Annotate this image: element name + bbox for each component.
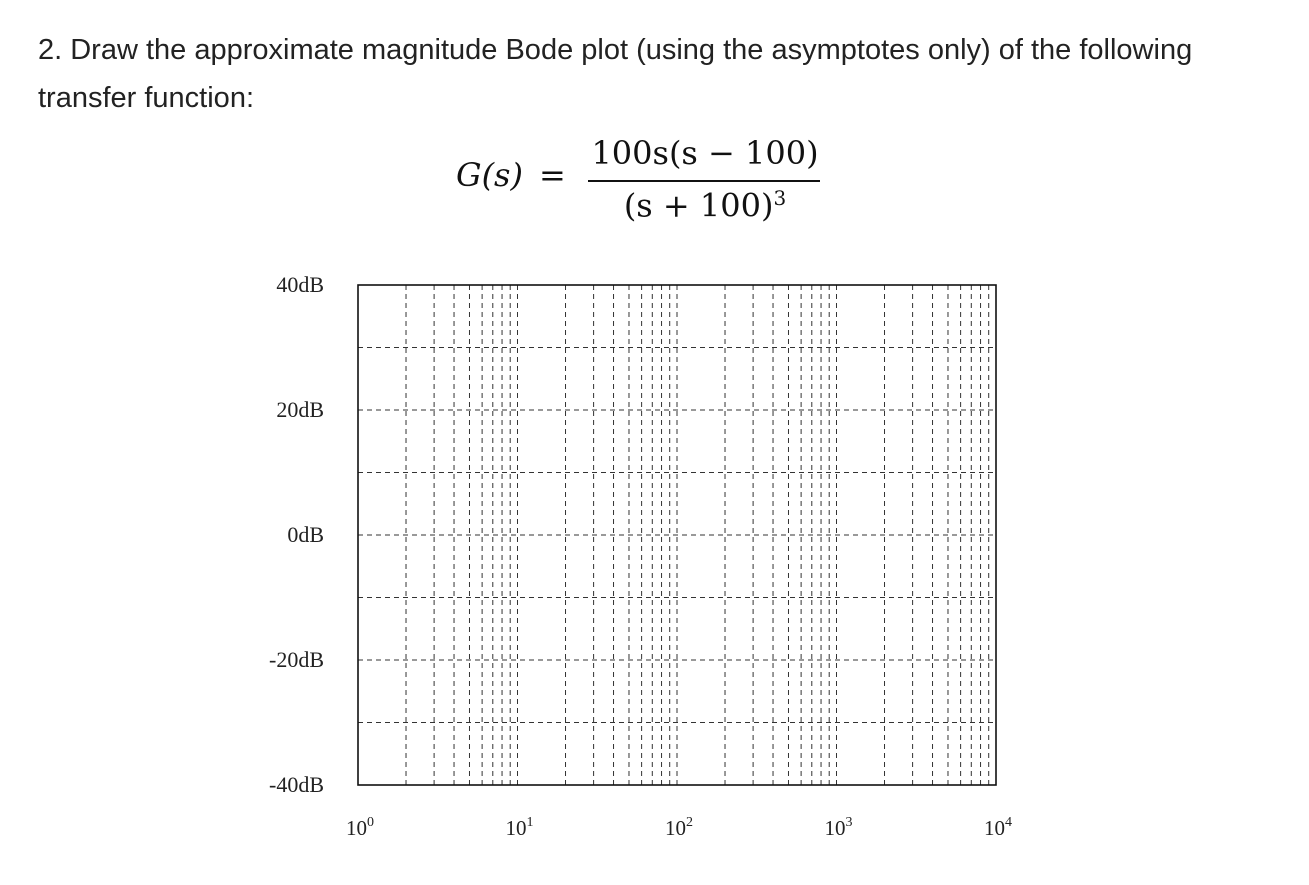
x-axis-labels: 100 101 102 103 104	[346, 815, 1012, 840]
x-tick-label: 100	[346, 815, 374, 840]
formula-lhs: G(s) =	[456, 156, 566, 194]
x-tick-label: 103	[825, 815, 853, 840]
y-tick-label: -20dB	[269, 647, 324, 672]
grid-lines	[358, 285, 996, 785]
question-text: 2. Draw the approximate magnitude Bode p…	[38, 34, 1193, 114]
y-tick-label: -40dB	[269, 772, 324, 797]
y-tick-label: 40dB	[276, 272, 324, 297]
x-tick-label: 102	[665, 815, 693, 840]
x-tick-label: 101	[506, 815, 534, 840]
fraction-bar	[588, 180, 820, 182]
formula-numerator: 100s(s − 100)	[591, 134, 819, 172]
formula-denominator-exponent: 3	[773, 186, 787, 210]
y-tick-label: 20dB	[276, 397, 324, 422]
formula-equals: =	[538, 156, 566, 194]
formula-lhs-text: G(s)	[456, 156, 523, 194]
formula-denominator: (s + 100)3	[590, 186, 820, 225]
transfer-function-formula: G(s) = 100s(s − 100) (s + 100)3	[420, 128, 880, 238]
formula-denominator-base: (s + 100)	[623, 186, 774, 225]
y-tick-label: 0dB	[287, 522, 324, 547]
y-axis-labels: 40dB 20dB 0dB -20dB -40dB	[269, 272, 324, 797]
x-tick-label: 104	[984, 815, 1012, 840]
plot-frame	[357, 284, 997, 786]
